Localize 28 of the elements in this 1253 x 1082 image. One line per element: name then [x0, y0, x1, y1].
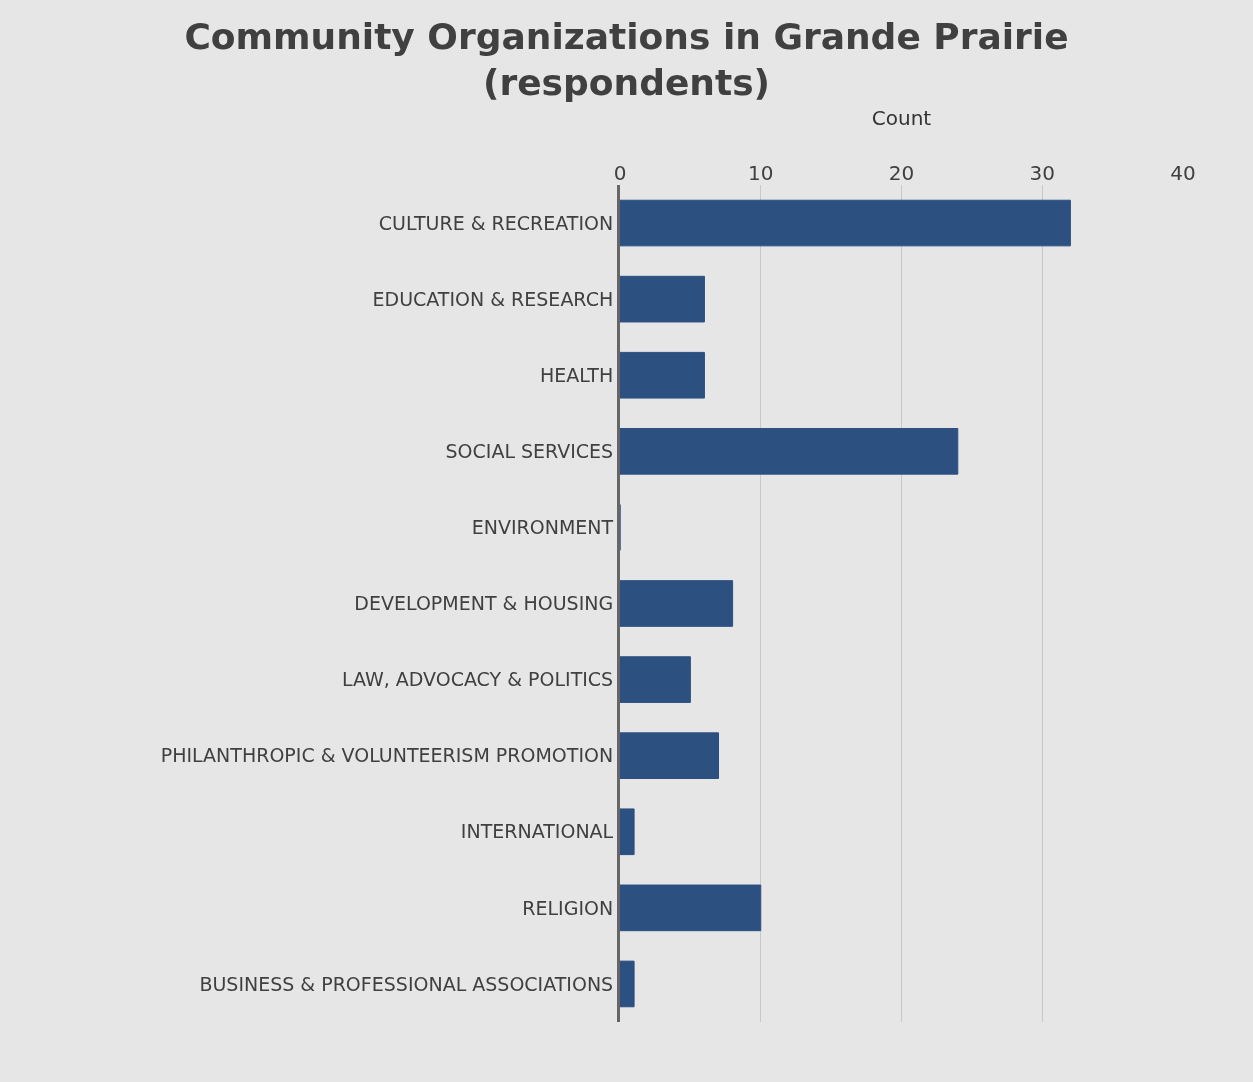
y-tick-label: INTERNATIONAL [460, 820, 614, 843]
y-tick-label: CULTURE & RECREATION [378, 211, 614, 234]
bar [620, 656, 691, 703]
bar [620, 199, 1071, 247]
y-tick-label: EDUCATION & RESEARCH [372, 287, 614, 310]
bar [620, 884, 762, 932]
bar [620, 808, 635, 856]
bar [620, 580, 734, 627]
x-tick-label: 10 [748, 161, 774, 185]
y-tick-label: PHILANTHROPIC & VOLUNTEERISM PROMOTION [160, 744, 614, 767]
x-axis-title: Count [871, 106, 932, 130]
x-tick-label: 30 [1029, 161, 1055, 185]
x-tick-label: 0 [613, 161, 627, 185]
bar [620, 275, 705, 323]
bar [620, 960, 635, 1008]
y-tick-label: DEVELOPMENT & HOUSING [354, 592, 614, 615]
y-tick-label: RELIGION [522, 896, 614, 919]
y-tick-label: ENVIRONMENT [471, 516, 614, 539]
chart-title: Community Organizations in Grande Prairie (respondents) [184, 15, 1069, 104]
bar [620, 427, 959, 475]
x-tick-label: 40 [1170, 161, 1196, 185]
x-tick-label: 20 [888, 161, 915, 185]
y-tick-label: BUSINESS & PROFESSIONAL ASSOCIATIONS [199, 972, 614, 995]
y-tick-label: SOCIAL SERVICES [445, 439, 614, 462]
y-tick-label: LAW, ADVOCACY & POLITICS [341, 668, 614, 691]
bar [620, 732, 720, 780]
bar [620, 351, 705, 399]
y-tick-label: HEALTH [540, 363, 614, 386]
